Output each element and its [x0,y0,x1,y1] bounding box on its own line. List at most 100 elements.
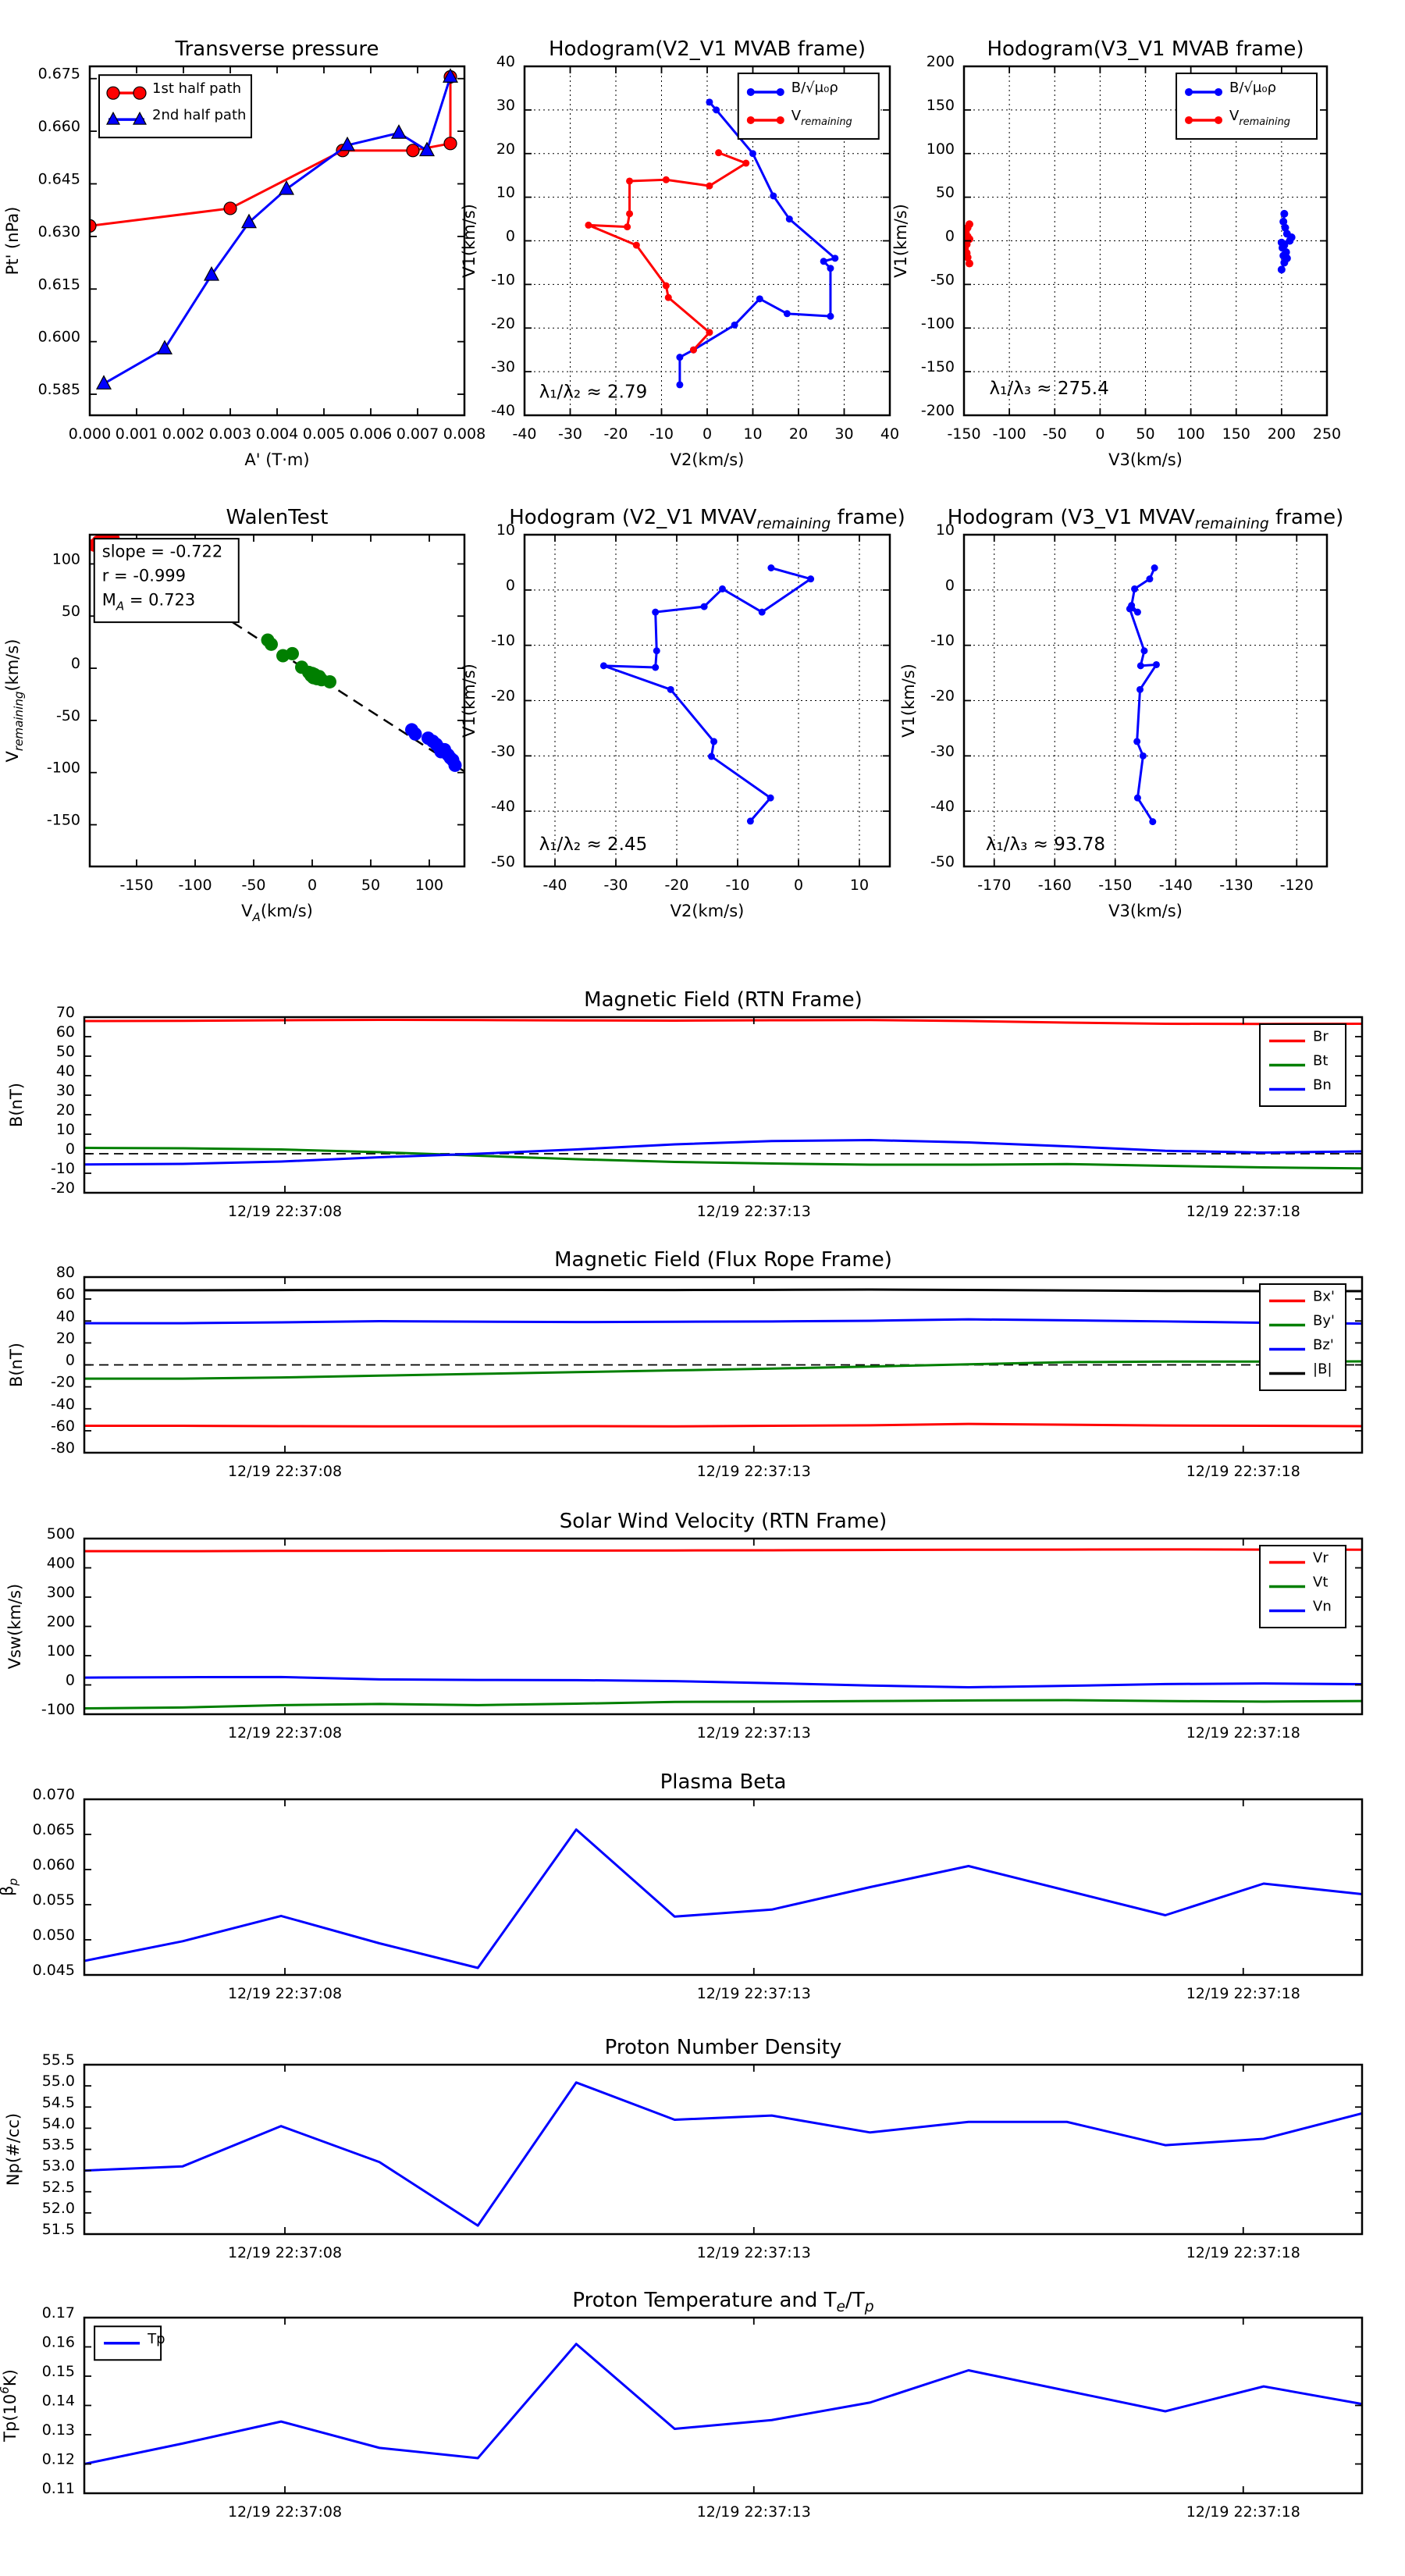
series-marker-B-hodogram [707,753,715,760]
legend-dot [1185,116,1193,124]
y-tick-label: -10 [491,271,515,288]
y-tick-label: 40 [496,53,515,70]
series-group [84,2081,1362,2227]
y-axis-label: Vremaining(km/s) [3,639,26,762]
axes-frame [83,1537,1364,1716]
y-tick-label: -80 [51,1439,75,1457]
axes-frame [962,533,1329,868]
legend-label: Vremaining [791,108,852,128]
series-line-By' [84,1360,1362,1380]
series-group [585,98,839,389]
series-marker-B-hodogram [653,647,660,655]
series-marker-B-hodogram [1139,752,1147,760]
plot-title: Transverse pressure [175,37,379,61]
series-marker-V_{remaining} [742,159,750,167]
y-tick-label: 0.12 [42,2451,75,2468]
x-tick-label: 12/19 22:37:08 [228,1463,342,1480]
y-tick-label: 53.0 [42,2158,75,2175]
y-tick-label: 10 [56,1121,75,1138]
x-tick-label: -50 [241,877,265,894]
y-tick-label: 80 [56,1264,75,1281]
legend-label: Bt [1313,1053,1328,1069]
x-tick-label: 12/19 22:37:08 [228,2244,342,2261]
legend-label: |B| [1313,1361,1332,1378]
series-marker-B-hodogram [807,575,815,583]
legend-box [1176,72,1318,140]
stats-box [93,538,240,624]
y-tick-label: 30 [496,97,515,114]
y-tick-label: -40 [491,402,515,419]
y-tick-label: 100 [47,1642,75,1660]
series-marker-B/√μ₀ρ [731,321,738,329]
x-axis-label: V3(km/s) [1108,450,1183,469]
series-group [84,1828,1362,1969]
y-tick-label: -10 [930,632,955,649]
series-marker-B-hodogram [652,664,660,671]
series-marker-B-hodogram [1131,585,1139,592]
x-tick-label: 12/19 22:37:18 [1186,1724,1300,1742]
plot-walen-test: -150 -100 -50 0 50 100 -150 -100 -50 0 50 100 WalenT… [3,506,466,924]
legend-label: By' [1313,1313,1335,1329]
y-tick-label: -20 [491,688,515,705]
x-tick-label: 12/19 22:37:13 [697,1985,811,2002]
series-marker-B/√μ₀ρ [676,354,684,361]
series-group [84,1548,1362,1710]
x-tick-label: 12/19 22:37:18 [1186,2503,1300,2521]
series-marker-V_{remaining} [624,223,631,231]
legend: Tp [94,2325,165,2361]
plot-hodogram-v3v1-mvab: -150 -100 -50 0 50 100 150 200 250 -200 -150 -100 -5… [891,37,1341,469]
series-marker-B-hodogram [1136,662,1144,670]
x-tick-label: -30 [603,877,628,894]
y-tick-label: -200 [921,402,955,419]
y-tick-label: 54.5 [42,2094,75,2111]
legend-dot [746,87,755,96]
x-tick-label: 12/19 22:37:08 [228,2503,342,2521]
y-tick-label: 30 [56,1082,75,1099]
plot-transverse-pressure: 0.000 0.001 0.002 0.003 0.004 0.005 0.006 0.007… [3,37,486,469]
axes-frame [83,2063,1364,2236]
legend-label: Br [1313,1029,1329,1045]
y-tick-label: 55.0 [42,2073,75,2090]
series-marker-B-hodogram [1136,685,1144,693]
y-tick-label: -50 [930,853,955,870]
y-tick-label: 200 [47,1614,75,1631]
series-line-Br [84,1019,1362,1026]
y-axis-label: βp [0,1878,20,1896]
y-tick-label: -50 [491,853,515,870]
y-axis-label: V1(km/s) [460,664,478,738]
plot-title: Plasma Beta [660,1770,787,1794]
axes-frame [83,2316,1364,2495]
stats-line: slope = -0.722 [102,543,223,561]
annotation: λ₁/λ₃ ≈ 93.78 [986,834,1105,855]
series-line-Bx' [84,1422,1362,1428]
y-tick-label: 55.5 [42,2051,75,2069]
y-tick-label: 0.645 [38,170,80,187]
y-tick-label: 54.0 [42,2115,75,2132]
series-marker-B-hodogram [667,685,674,693]
series-line-|B| [84,1288,1362,1293]
x-tick-label: 12/19 22:37:08 [228,1203,342,1220]
series-marker-B/√μ₀ρ [1281,223,1289,232]
y-tick-label: 0.630 [38,223,80,240]
plot-hodogram-v3v1-mvav: -170 -160 -150 -140 -130 -120 -50 -40 -30 -20 -10 0… [899,506,1343,920]
series-marker-B-hodogram [1140,647,1148,655]
legend-marker [133,86,147,100]
y-tick-label: 60 [56,1286,75,1303]
legend-box [98,74,252,139]
series-marker-B-hodogram [1133,738,1141,745]
series-group [84,1288,1362,1428]
y-tick-label: 70 [56,1004,75,1021]
x-tick-label: -50 [1043,425,1067,443]
y-tick-label: -150 [47,812,80,829]
series-marker-2nd half path [278,180,295,195]
x-tick-label: -120 [1280,877,1314,894]
legend-label: Tp [147,2331,165,2347]
series-marker-V_{remaining} [632,241,640,249]
series-marker-B-hodogram [1133,794,1141,802]
series-marker-middle-interval [265,637,278,651]
series-line-beta-p [84,1828,1362,1969]
series-marker-B-hodogram [719,585,726,592]
series-marker-2nd half path [339,136,356,151]
x-tick-label: 12/19 22:37:18 [1186,1985,1300,2002]
